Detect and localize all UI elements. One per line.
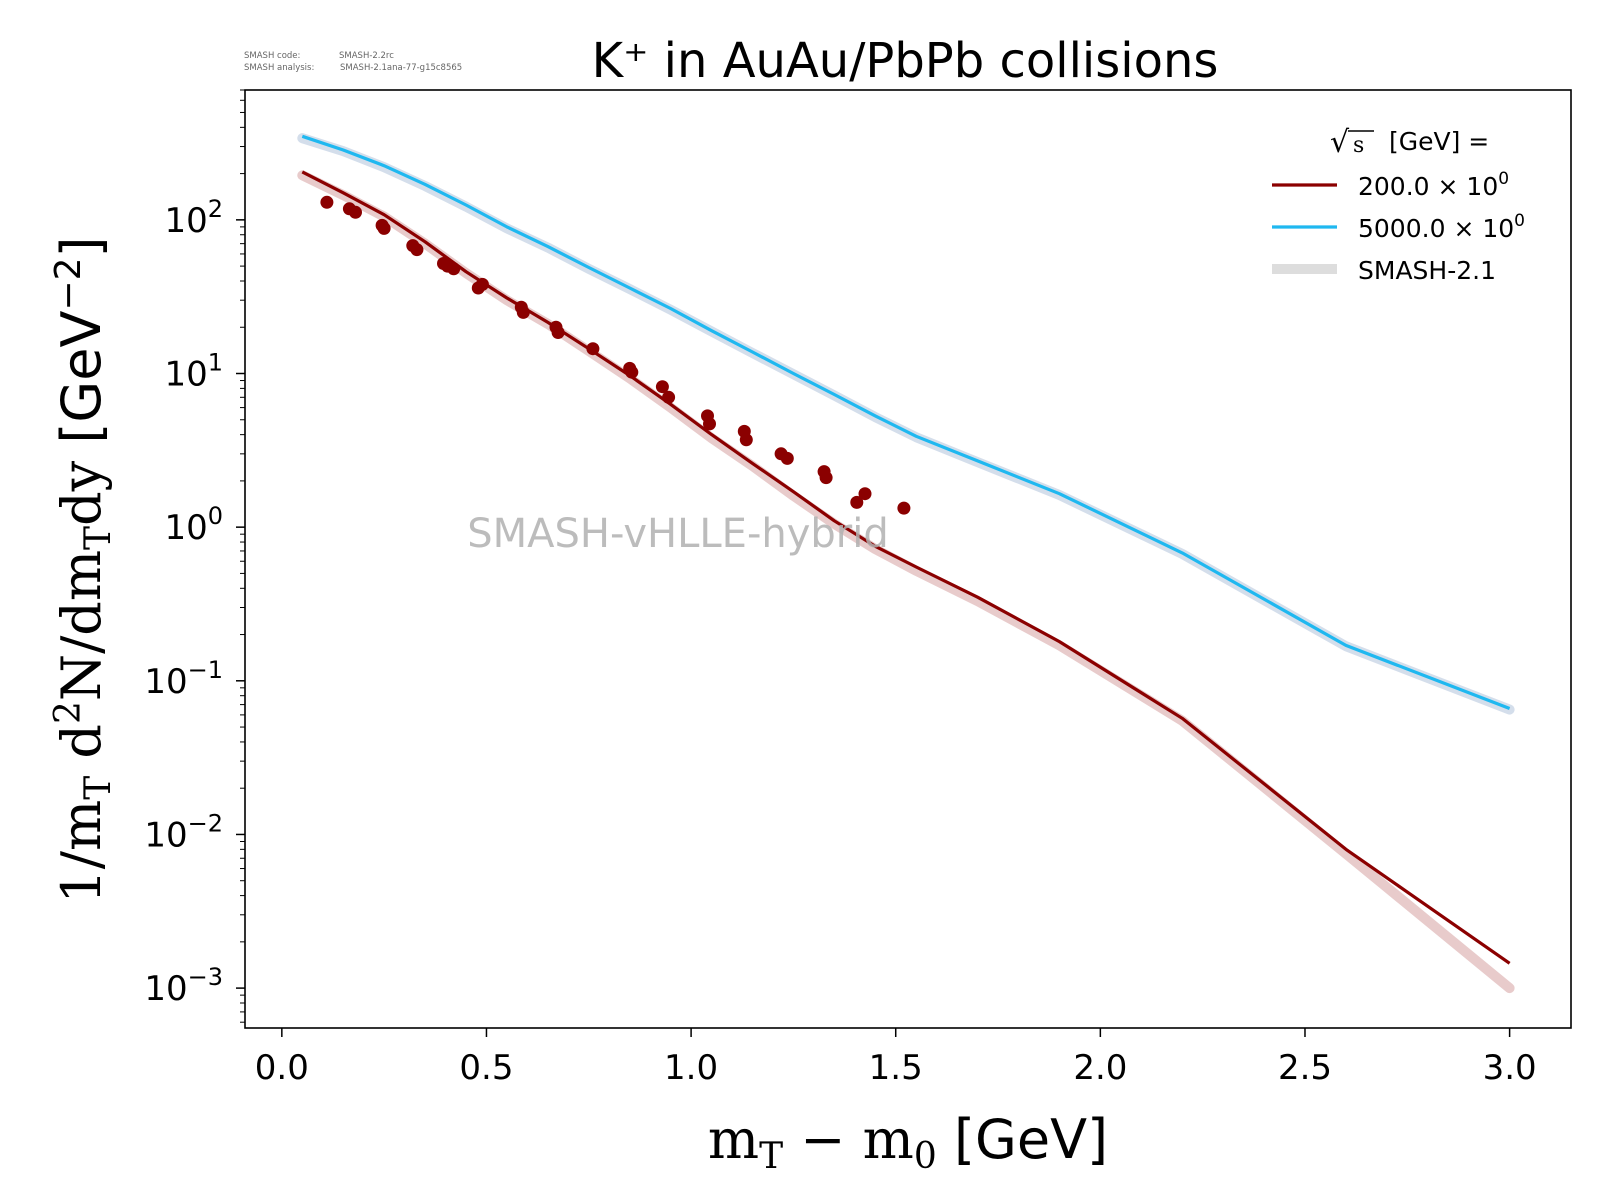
band-0 xyxy=(297,170,1515,994)
series-line-0 xyxy=(301,170,1511,965)
legend: √ s [GeV] = 200.0 × 100 5000.0 × 100 SMASH… xyxy=(1272,125,1525,285)
data-point-20 xyxy=(662,390,676,404)
sqrt-icon: √ xyxy=(1330,125,1350,160)
legend-title: √ s [GeV] = xyxy=(1330,125,1489,160)
y-axis: 102 101 100 10−1 10−2 10−3 xyxy=(144,89,245,1023)
data-point-2 xyxy=(349,205,362,219)
code-value: SMASH-2.2rc xyxy=(339,51,394,61)
data-point-11 xyxy=(475,277,489,291)
legend-title-unit: [GeV] = xyxy=(1389,127,1489,156)
data-point-30 xyxy=(858,487,872,501)
series-line-1 xyxy=(301,134,1511,710)
band-1 xyxy=(297,133,1515,715)
data-point-18 xyxy=(625,365,639,379)
data-point-19 xyxy=(655,380,669,394)
x-tick-label-0: 0.0 xyxy=(255,1048,309,1088)
watermark: SMASH-vHLLE-hybrid xyxy=(467,511,888,557)
x-tick-label-1: 0.5 xyxy=(459,1048,513,1088)
plot-frame xyxy=(244,89,1572,1029)
data-point-9 xyxy=(447,262,461,276)
x-tick-label-2: 1.0 xyxy=(664,1048,718,1088)
y-tick-label-2: 100 xyxy=(164,502,223,548)
x-tick-label-4: 2.0 xyxy=(1073,1048,1127,1088)
legend-label-1: 5000.0 × 100 xyxy=(1358,211,1525,243)
y-axis-label: 1/mT d2N/dmTdy [GeV−2] xyxy=(48,236,119,903)
data-point-13 xyxy=(516,305,530,319)
legend-entries: 200.0 × 100 5000.0 × 100 SMASH-2.1 xyxy=(1272,169,1525,285)
y-tick-label-1: 101 xyxy=(164,349,223,395)
data-point-0 xyxy=(320,195,334,209)
data-point-6 xyxy=(410,243,424,257)
plot-contents xyxy=(297,133,1515,994)
code-label: SMASH code: xyxy=(244,51,300,61)
data-point-28 xyxy=(819,471,833,485)
x-tick-label-5: 2.5 xyxy=(1278,1048,1332,1088)
data-point-26 xyxy=(780,451,794,465)
data-point-16 xyxy=(586,342,600,356)
data-point-29 xyxy=(850,495,864,509)
legend-title-s: s xyxy=(1353,133,1364,158)
x-axis: 0.0 0.5 1.0 1.5 2.0 2.5 3.0 xyxy=(255,1028,1537,1088)
legend-label-0: 200.0 × 100 xyxy=(1358,169,1509,201)
plot-area xyxy=(297,133,1515,994)
chart-title: K⁺ in AuAu/PbPb collisions xyxy=(592,33,1219,89)
y-tick-label-3: 10−1 xyxy=(144,656,223,702)
legend-label-2: SMASH-2.1 xyxy=(1358,256,1496,285)
y-tick-label-5: 10−3 xyxy=(144,963,223,1009)
data-point-22 xyxy=(703,417,716,431)
x-axis-label: mT − m0 [GeV] xyxy=(708,1108,1108,1177)
data-point-15 xyxy=(551,326,565,339)
analysis-value: SMASH-2.1ana-77-g15c8565 xyxy=(340,63,462,73)
x-tick-label-3: 1.5 xyxy=(869,1048,923,1088)
data-point-24 xyxy=(739,433,753,447)
y-tick-label-0: 102 xyxy=(164,195,223,241)
data-point-4 xyxy=(377,221,391,235)
x-tick-label-6: 3.0 xyxy=(1483,1048,1537,1088)
y-tick-label-4: 10−2 xyxy=(144,809,223,855)
header-info: SMASH code: SMASH-2.2rc SMASH analysis: … xyxy=(244,51,462,73)
analysis-label: SMASH analysis: xyxy=(244,63,314,73)
data-point-31 xyxy=(897,501,911,515)
